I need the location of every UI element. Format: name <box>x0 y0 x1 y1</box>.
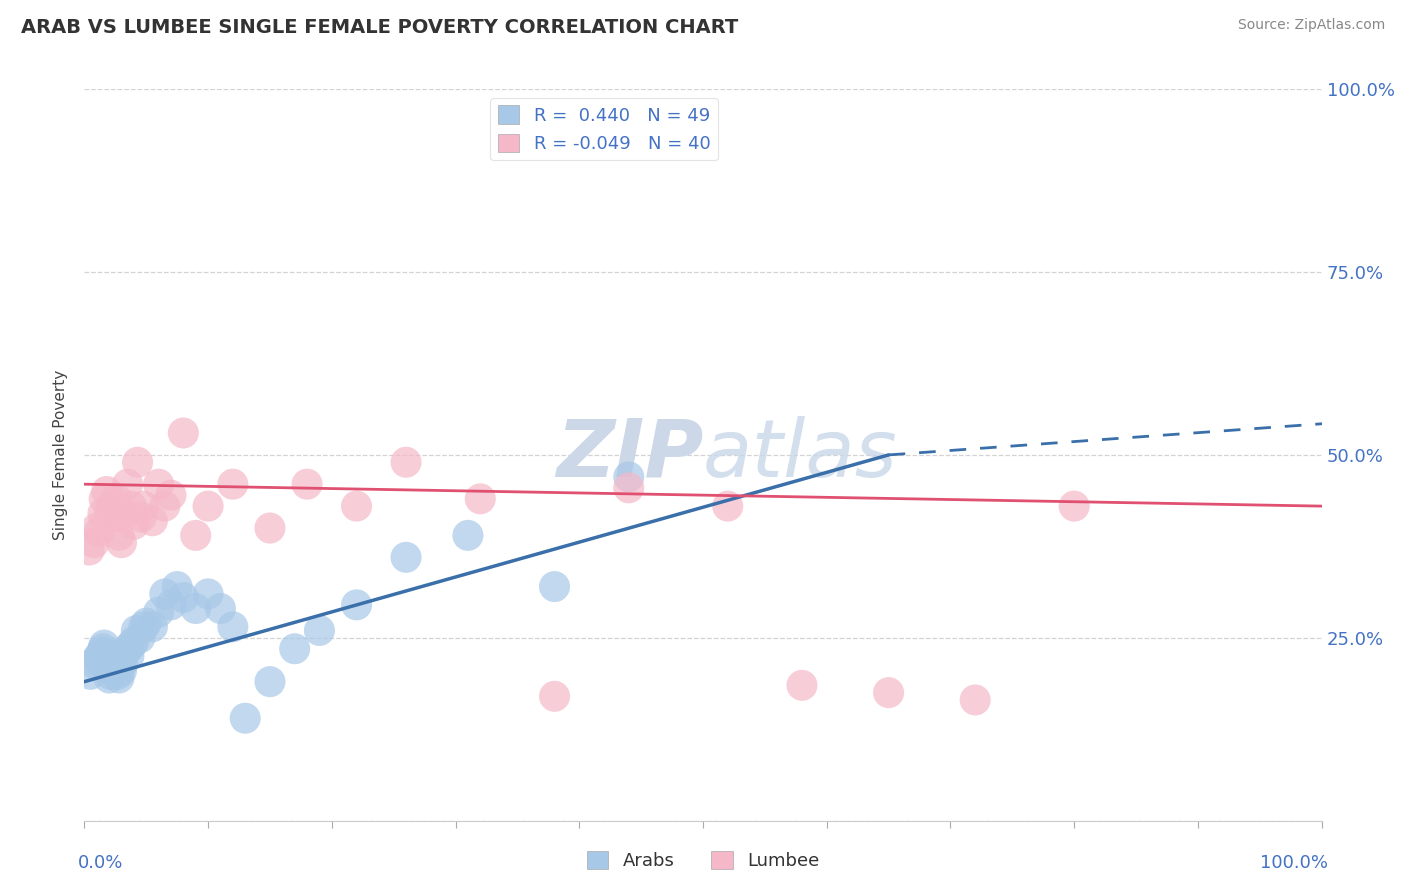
Point <box>91 507 114 521</box>
Point <box>91 641 114 656</box>
Text: ARAB VS LUMBEE SINGLE FEMALE POVERTY CORRELATION CHART: ARAB VS LUMBEE SINGLE FEMALE POVERTY COR… <box>21 18 738 37</box>
Point <box>93 491 115 506</box>
Point <box>114 645 136 659</box>
Point <box>395 550 418 565</box>
Point <box>346 598 368 612</box>
Point <box>89 649 111 664</box>
Point <box>89 524 111 539</box>
Point <box>83 535 105 549</box>
Point <box>86 653 108 667</box>
Point <box>222 477 245 491</box>
Text: atlas: atlas <box>703 416 898 494</box>
Point <box>259 521 281 535</box>
Point <box>90 645 112 659</box>
Point <box>172 425 194 440</box>
Point <box>122 634 145 648</box>
Point <box>132 499 155 513</box>
Point <box>110 535 132 549</box>
Point <box>107 667 129 681</box>
Point <box>284 641 307 656</box>
Point <box>118 649 141 664</box>
Point <box>125 624 148 638</box>
Point <box>965 693 987 707</box>
Point <box>346 499 368 513</box>
Point <box>129 510 152 524</box>
Point <box>233 711 256 725</box>
Point <box>543 690 565 704</box>
Point <box>617 470 640 484</box>
Point <box>103 510 125 524</box>
Point <box>105 657 128 671</box>
Point <box>160 598 183 612</box>
Point <box>153 499 176 513</box>
Point <box>103 653 125 667</box>
Point <box>127 455 149 469</box>
Point <box>617 481 640 495</box>
Point <box>98 671 121 685</box>
Point <box>104 649 127 664</box>
Point <box>108 528 131 542</box>
Point <box>160 488 183 502</box>
Point <box>101 664 124 678</box>
Point <box>184 601 207 615</box>
Point <box>108 671 131 685</box>
Point <box>120 499 142 513</box>
Text: Source: ZipAtlas.com: Source: ZipAtlas.com <box>1237 18 1385 32</box>
Point <box>141 514 163 528</box>
Point <box>120 638 142 652</box>
Point <box>122 517 145 532</box>
Point <box>148 477 170 491</box>
Text: 100.0%: 100.0% <box>1260 854 1327 871</box>
Point <box>308 624 330 638</box>
Point <box>96 484 118 499</box>
Point <box>153 587 176 601</box>
Text: ZIP: ZIP <box>555 416 703 494</box>
Point <box>93 638 115 652</box>
Point <box>184 528 207 542</box>
Point <box>94 653 117 667</box>
Point <box>222 620 245 634</box>
Point <box>117 477 139 491</box>
Point <box>148 605 170 619</box>
Y-axis label: Single Female Poverty: Single Female Poverty <box>53 370 69 540</box>
Point <box>114 507 136 521</box>
Point <box>395 455 418 469</box>
Point <box>98 667 121 681</box>
Point <box>259 674 281 689</box>
Point <box>197 499 219 513</box>
Point <box>209 601 232 615</box>
Point <box>97 657 120 671</box>
Point <box>197 587 219 601</box>
Point <box>790 678 813 692</box>
Point <box>877 686 900 700</box>
Point <box>110 664 132 678</box>
Point <box>172 591 194 605</box>
Point <box>129 631 152 645</box>
Point <box>457 528 479 542</box>
Point <box>100 660 122 674</box>
Point <box>1063 499 1085 513</box>
Legend: Arabs, Lumbee: Arabs, Lumbee <box>579 844 827 878</box>
Point <box>86 521 108 535</box>
Text: 0.0%: 0.0% <box>79 854 124 871</box>
Point <box>141 620 163 634</box>
Point <box>100 499 122 513</box>
Point <box>470 491 492 506</box>
Point <box>295 477 318 491</box>
Point <box>79 543 101 558</box>
Point <box>132 620 155 634</box>
Point <box>79 667 101 681</box>
Point <box>96 660 118 674</box>
Point <box>117 641 139 656</box>
Point <box>543 580 565 594</box>
Point <box>83 657 105 671</box>
Point <box>166 580 188 594</box>
Point <box>135 616 157 631</box>
Point <box>717 499 740 513</box>
Point <box>105 491 128 506</box>
Point <box>98 507 121 521</box>
Point <box>111 657 134 671</box>
